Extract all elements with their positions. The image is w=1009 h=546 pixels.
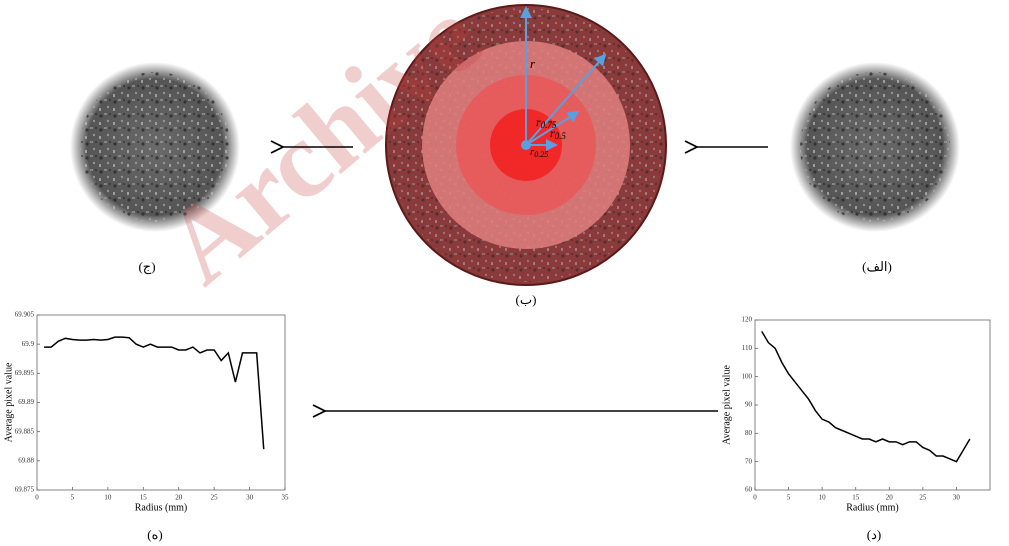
x-tick-label: 30 xyxy=(953,494,961,502)
y-tick-label: 69.88 xyxy=(18,456,34,464)
panel-label: (د) xyxy=(867,527,881,542)
x-tick-label: 35 xyxy=(282,494,290,502)
x-tick-label: 5 xyxy=(787,494,791,502)
y-tick-label: 60 xyxy=(745,486,753,494)
x-axis-label: Radius (mm) xyxy=(846,502,899,513)
y-axis-label: Average pixel value xyxy=(721,365,732,445)
panel-label: (ه) xyxy=(147,527,163,542)
x-tick-label: 0 xyxy=(753,494,757,502)
y-tick-label: 90 xyxy=(745,401,753,409)
y-tick-label: 69.895 xyxy=(15,369,35,377)
x-axis-label: Radius (mm) xyxy=(135,502,188,513)
x-tick-label: 25 xyxy=(211,494,219,502)
y-tick-label: 70 xyxy=(745,457,753,465)
figure: r r0.75 r0.5 r0.25 Archive (الف) (ب) (ج)… xyxy=(0,0,1009,546)
data-line xyxy=(762,331,970,461)
y-tick-label: 80 xyxy=(745,429,753,437)
y-tick-label: 110 xyxy=(742,344,753,352)
x-tick-label: 10 xyxy=(819,494,827,502)
x-tick-label: 5 xyxy=(71,494,75,502)
y-tick-label: 69.89 xyxy=(18,398,34,406)
panel-label: (ج) xyxy=(138,259,155,275)
data-line xyxy=(44,337,264,449)
x-tick-label: 20 xyxy=(175,494,183,502)
x-tick-label: 10 xyxy=(104,494,112,502)
y-tick-label: 69.875 xyxy=(15,486,35,494)
sample-image-right xyxy=(790,62,960,232)
y-tick-label: 69.9 xyxy=(22,340,35,348)
x-tick-label: 0 xyxy=(35,494,39,502)
y-tick-label: 69.905 xyxy=(15,311,35,319)
x-tick-label: 15 xyxy=(852,494,860,502)
y-axis-label: Average pixel value xyxy=(3,362,14,442)
x-tick-label: 15 xyxy=(140,494,148,502)
x-tick-label: 25 xyxy=(919,494,927,502)
panel-label: (ب) xyxy=(516,292,537,307)
plot-frame xyxy=(37,315,285,490)
x-tick-label: 20 xyxy=(886,494,894,502)
y-tick-label: 120 xyxy=(742,316,753,324)
x-tick-label: 30 xyxy=(246,494,254,502)
panel-label: (الف) xyxy=(862,259,892,274)
y-tick-label: 69.885 xyxy=(15,427,35,435)
y-tick-label: 100 xyxy=(742,372,753,380)
plot-frame xyxy=(755,320,990,490)
